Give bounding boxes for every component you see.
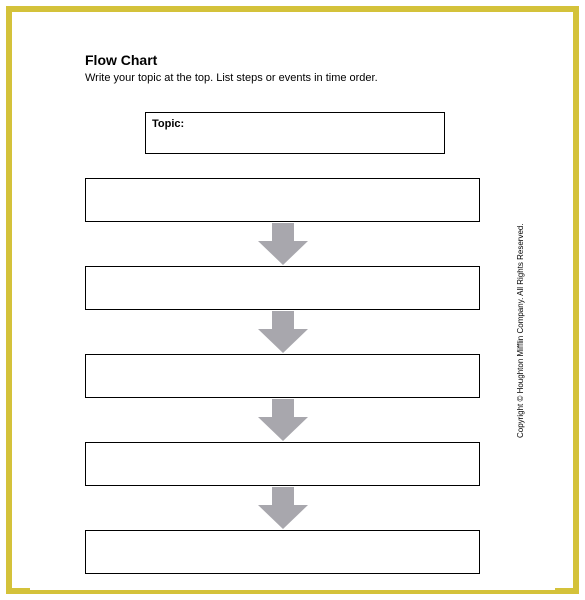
step-box-2 xyxy=(85,266,480,310)
down-arrow-icon-1 xyxy=(258,223,308,265)
down-arrow-icon-3 xyxy=(258,399,308,441)
copyright-text: Copyright © Houghton Mifflin Company. Al… xyxy=(516,223,525,438)
step-box-1 xyxy=(85,178,480,222)
step-box-3 xyxy=(85,354,480,398)
down-arrow-icon-2 xyxy=(258,311,308,353)
step-box-4 xyxy=(85,442,480,486)
topic-label: Topic: xyxy=(152,118,184,130)
step-box-5 xyxy=(85,530,480,574)
page-subtitle: Write your topic at the top. List steps … xyxy=(85,72,378,84)
down-arrow-icon-4 xyxy=(258,487,308,529)
page-title: Flow Chart xyxy=(85,52,157,68)
topic-box xyxy=(145,112,445,154)
